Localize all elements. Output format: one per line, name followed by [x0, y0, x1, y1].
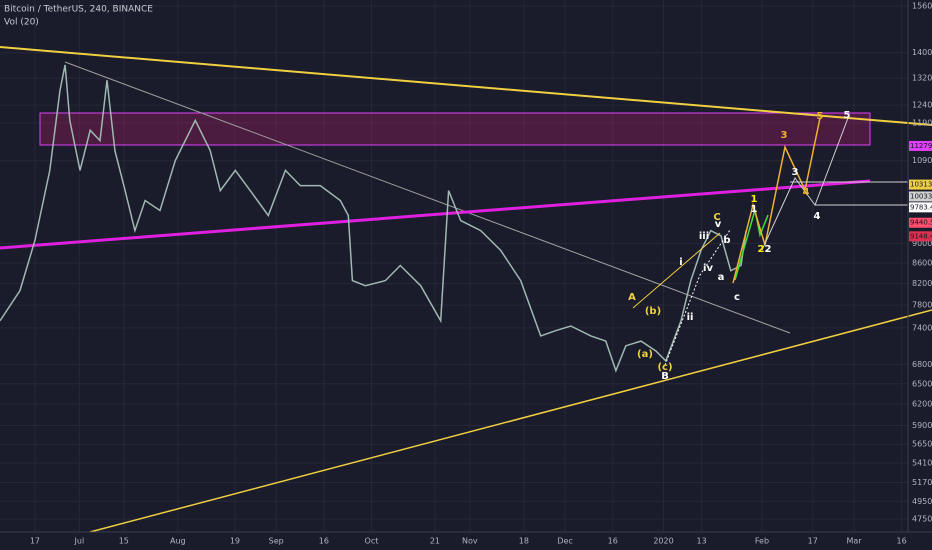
- wave-label: 4: [803, 187, 810, 198]
- price-label: 9148.45: [910, 232, 932, 240]
- price-label-box: [909, 231, 932, 242]
- wave-label: 1: [751, 194, 758, 205]
- descending-line: [64, 61, 791, 334]
- chart-title: Bitcoin / TetherUS, 240, BINANCE: [4, 5, 153, 15]
- wave-label: 4: [814, 211, 821, 222]
- wave-label: 5: [817, 111, 824, 122]
- wave-label: B: [661, 371, 669, 382]
- resistance-zone: [39, 112, 871, 146]
- wave-label: 2: [765, 244, 772, 255]
- y-tick-label: 15600.00: [912, 2, 932, 11]
- y-tick-label: 12400.00: [912, 101, 932, 110]
- wave-label: b: [723, 235, 730, 246]
- price-label-box: [909, 191, 932, 202]
- price-line: [0, 64, 747, 373]
- y-tick-label: 9000.00: [912, 239, 932, 248]
- wave-label: 3: [792, 167, 799, 178]
- y-tick-label: 4950.00: [912, 497, 932, 506]
- price-label-box: [909, 217, 932, 228]
- price: [0, 64, 747, 373]
- wave-label: (b): [645, 306, 661, 317]
- upper-trendline: [0, 46, 932, 126]
- wave-label: iii: [699, 231, 709, 242]
- price-label-box: [909, 179, 932, 190]
- x-tick-label: 18: [519, 537, 529, 546]
- magenta-trendline: [0, 179, 871, 250]
- grid: [0, 0, 908, 532]
- wave-label: (c): [657, 362, 672, 373]
- price-label: 9440.54: [910, 219, 932, 227]
- wave-label: 3: [781, 130, 788, 141]
- y-tick-label: 6200.00: [912, 400, 932, 409]
- x-tick-label: Oct: [365, 537, 379, 546]
- y-tick-label: 5650.00: [912, 440, 932, 449]
- axes: 15600.00 14000.00 13200.00 12400.00 11900.00…: [30, 2, 932, 546]
- wave-label: A: [628, 292, 636, 303]
- x-tick-label: 21: [430, 537, 440, 546]
- x-tick-label: 16: [897, 537, 907, 546]
- x-tick-label: Mar: [846, 537, 862, 546]
- wave-label: a: [718, 272, 725, 283]
- price-label-box: [909, 202, 932, 213]
- y-tick-label: 6500.00: [912, 379, 932, 388]
- x-tick-label: 2020: [653, 537, 673, 546]
- wave-label: iv: [703, 263, 713, 274]
- y-tick-label: 11900.00: [912, 118, 932, 127]
- wave-label: c: [734, 292, 740, 303]
- price-label: 10313.26: [910, 181, 932, 189]
- price-label: 9783.49: [910, 203, 932, 211]
- x-tick-label: Nov: [462, 537, 478, 546]
- x-tick-label: 17: [30, 537, 40, 546]
- wave-label: 2: [758, 244, 765, 255]
- x-tick-label: 15: [119, 537, 129, 546]
- wave-line: [632, 232, 721, 309]
- y-tick-label: 5900.00: [912, 421, 932, 430]
- x-tick-label: Sep: [269, 537, 284, 546]
- y-tick-label: 7400.00: [912, 323, 932, 332]
- wave-line: [664, 229, 731, 366]
- y-tick-label: 7800.00: [912, 301, 932, 310]
- y-tick-label: 14000.00: [912, 48, 932, 57]
- x-tick-label: 17: [808, 537, 818, 546]
- wave-label: 5: [844, 110, 851, 121]
- x-tick-label: Jul: [74, 537, 85, 546]
- x-tick-label: 16: [608, 537, 618, 546]
- wave-label: 1: [751, 204, 758, 215]
- projection: [732, 117, 821, 284]
- y-tick-label: 8200.00: [912, 279, 932, 288]
- x-tick-label: 16: [319, 537, 329, 546]
- price-label: 10033.36: [910, 192, 932, 200]
- y-tick-label: 5410.00: [912, 458, 932, 467]
- projection: [761, 117, 849, 251]
- x-tick-label: 13: [697, 537, 707, 546]
- x-tick-label: Dec: [557, 537, 572, 546]
- y-tick-label: 4750.00: [912, 515, 932, 524]
- y-tick-label: 5170.00: [912, 478, 932, 487]
- wave-label: i: [679, 257, 682, 268]
- chart-subtitle: Vol (20): [4, 18, 39, 28]
- x-tick-label: 19: [230, 537, 240, 546]
- wave-label: ii: [687, 312, 694, 323]
- price-label: 11279.49: [910, 142, 932, 150]
- wave-label: C: [713, 212, 720, 223]
- y-tick-label: 10900.00: [912, 156, 932, 165]
- y-tick-label: 8600.00: [912, 258, 932, 267]
- wave-label: v: [715, 219, 722, 230]
- x-tick-label: Aug: [170, 537, 186, 546]
- x-tick-label: Feb: [755, 537, 769, 546]
- y-tick-label: 6800.00: [912, 360, 932, 369]
- lower-trendline: [89, 309, 932, 533]
- wave-label: (a): [637, 349, 653, 360]
- price-label-box: [909, 140, 932, 151]
- y-tick-label: 13200.00: [912, 74, 932, 83]
